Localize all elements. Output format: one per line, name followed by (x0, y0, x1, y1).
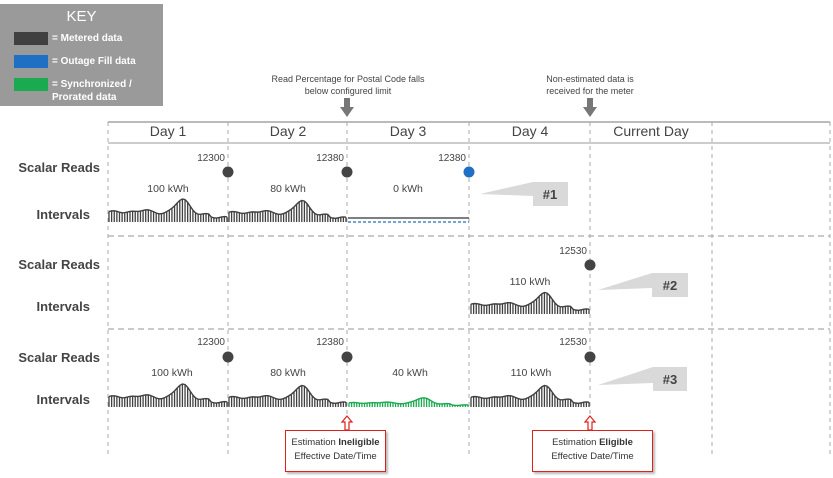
read-value: 12300 (197, 153, 225, 164)
scalar-read-dot (222, 166, 234, 178)
interval-series (470, 291, 590, 314)
day-4-header: Day 4 (512, 123, 549, 139)
box-text: Estimation (291, 437, 339, 448)
box-text: Effective Date/Time (294, 451, 377, 462)
interval-outline (228, 199, 347, 220)
kwh-label: 100 kWh (151, 367, 193, 379)
interval-series (348, 397, 469, 407)
day-1-header: Day 1 (150, 123, 187, 139)
legend-metered: = Metered data (52, 33, 123, 44)
scalar-read-dot (341, 166, 353, 178)
read-value: 12530 (559, 337, 587, 348)
label-scalar-3: Scalar Reads (18, 350, 100, 365)
interval-outline (108, 383, 228, 404)
label-intervals-1: Intervals (37, 207, 90, 222)
callout-1-shape (480, 182, 568, 206)
kwh-label: 40 kWh (392, 367, 428, 379)
scalar-read-dot (222, 351, 234, 363)
read-value: 12380 (438, 153, 466, 164)
scalar-read-dot (341, 351, 353, 363)
kwh-label: 0 kWh (393, 183, 423, 195)
interval-series (108, 198, 228, 222)
interval-outline (470, 291, 590, 312)
legend: KEY = Metered data = Outage Fill data = … (0, 4, 163, 106)
day-2-header: Day 2 (270, 123, 307, 139)
scalar-read-dot (584, 351, 596, 363)
interval-outline (470, 384, 590, 405)
up-arrow-icon (583, 415, 597, 431)
current-day-header: Current Day (613, 123, 688, 139)
label-scalar-2: Scalar Reads (18, 257, 100, 272)
kwh-label: 80 kWh (270, 183, 306, 195)
interval-series (228, 199, 347, 222)
read-value: 12380 (316, 337, 344, 348)
down-arrow-icon (583, 98, 597, 117)
read-value: 12530 (559, 246, 587, 257)
callout-1: #1 (543, 187, 557, 202)
legend-sync: = Synchronized / Prorated data (52, 79, 132, 103)
box-text: Estimation (552, 437, 600, 448)
read-value: 12380 (316, 153, 344, 164)
note-read-percentage: Read Percentage for Postal Code falls be… (271, 74, 425, 96)
read-value: 12300 (197, 337, 225, 348)
callout-2-shape (598, 273, 688, 297)
ineligible-box: Estimation Ineligible Effective Date/Tim… (285, 430, 386, 472)
interval-series (108, 383, 228, 407)
box-text: Effective Date/Time (551, 451, 634, 462)
kwh-label: 110 kWh (511, 367, 552, 379)
box-bold: Eligible (599, 437, 633, 448)
down-arrow-icon (340, 98, 354, 117)
up-arrow-icon (340, 415, 354, 431)
legend-outage: = Outage Fill data (52, 56, 136, 67)
label-scalar-1: Scalar Reads (18, 160, 100, 175)
box-bold: Ineligible (338, 437, 380, 448)
note-non-estimated: Non-estimated data is received for the m… (546, 74, 634, 96)
label-intervals-2: Intervals (37, 299, 90, 314)
day-3-header: Day 3 (390, 123, 427, 139)
legend-title: KEY (66, 8, 97, 25)
scalar-read-dot (584, 259, 596, 271)
interval-series (228, 384, 347, 407)
label-intervals-3: Intervals (37, 392, 90, 407)
callout-3-shape (598, 367, 687, 391)
kwh-label: 100 kWh (147, 183, 189, 195)
kwh-label: 110 kWh (510, 276, 551, 288)
interval-outline (108, 198, 228, 219)
eligible-box: Estimation Eligible Effective Date/Time (532, 430, 653, 472)
outage-swatch (14, 55, 48, 68)
interval-series (470, 384, 590, 407)
scalar-read-dot (463, 166, 475, 178)
callout-3: #3 (663, 372, 677, 387)
kwh-label: 80 kWh (270, 367, 306, 379)
interval-outline (228, 384, 347, 405)
interval-outline (348, 397, 469, 407)
metered-swatch (14, 32, 48, 45)
sync-swatch (14, 78, 48, 91)
callout-2: #2 (663, 278, 677, 293)
